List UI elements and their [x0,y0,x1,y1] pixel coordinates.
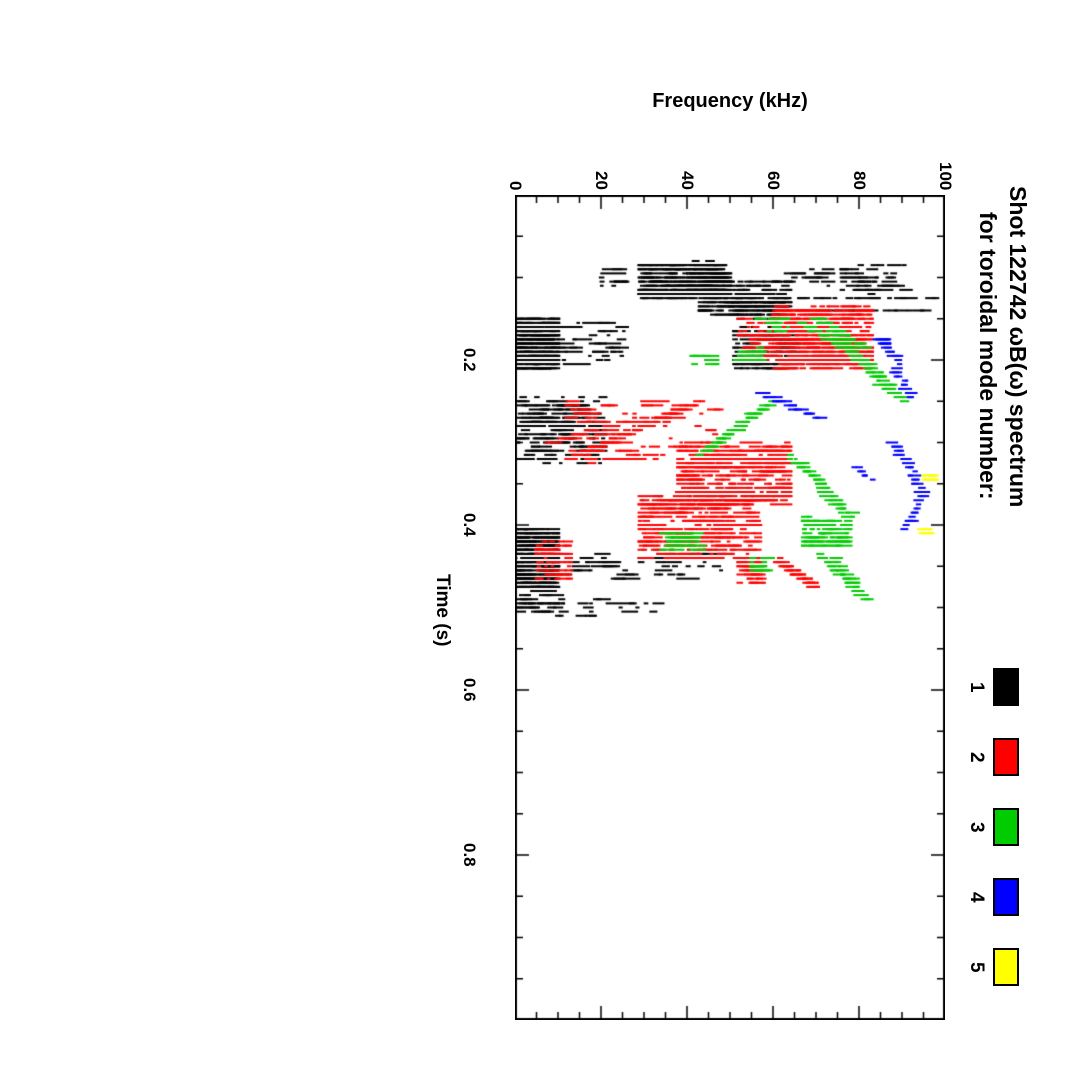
legend-swatch-n4 [993,878,1019,916]
time-tick-text-04: 0.4 [460,513,479,537]
time-axis-title: Time (s) [430,540,454,680]
freq-tick-label-20: 20 [591,126,611,190]
legend-label-n5: 5 [966,961,987,973]
legend-label-n3: 3 [966,821,987,833]
legend-swatch-n1 [993,668,1019,706]
legend-swatch-n2 [993,738,1019,776]
chart-title-line-1: Shot 122742 ωB(ω) spectrum [1005,186,1031,508]
freq-tick-label-80: 80 [849,126,869,190]
freq-tick-text-20: 20 [592,171,611,190]
legend-label-n1: 1 [966,681,987,693]
legend-item-n3: 3 [966,808,1019,846]
legend-item-n2: 2 [966,738,1019,776]
freq-tick-label-0: 0 [505,126,525,190]
frequency-axis-title: Frequency (kHz) [652,90,808,112]
time-tick-label-06: 0.6 [458,658,480,722]
freq-tick-label-60: 60 [763,126,783,190]
freq-tick-text-60: 60 [764,171,783,190]
time-tick-label-04: 0.4 [458,493,480,557]
freq-tick-text-100: 100 [936,161,955,190]
time-tick-label-08: 0.8 [458,823,480,887]
freq-tick-label-40: 40 [677,126,697,190]
legend-label-n4: 4 [966,891,987,903]
chart-title-line-2: for toroidal mode number: [975,212,1001,500]
legend-item-n4: 4 [966,878,1019,916]
legend-label-n2: 2 [966,751,987,763]
time-tick-text-06: 0.6 [460,678,479,702]
freq-tick-text-40: 40 [678,171,697,190]
freq-tick-text-80: 80 [850,171,869,190]
time-tick-label-02: 0.2 [458,328,480,392]
freq-tick-text-0: 0 [506,180,525,190]
freq-tick-label-100: 100 [935,126,955,190]
legend-item-n1: 1 [966,668,1019,706]
time-tick-text-02: 0.2 [460,348,479,372]
legend-item-n5: 5 [966,948,1019,986]
legend-swatch-n3 [993,808,1019,846]
time-tick-text-08: 0.8 [460,843,479,867]
time-axis-title-text: Time (s) [432,573,453,647]
legend-swatch-n5 [993,948,1019,986]
spectrogram-plot-area [515,195,945,1020]
